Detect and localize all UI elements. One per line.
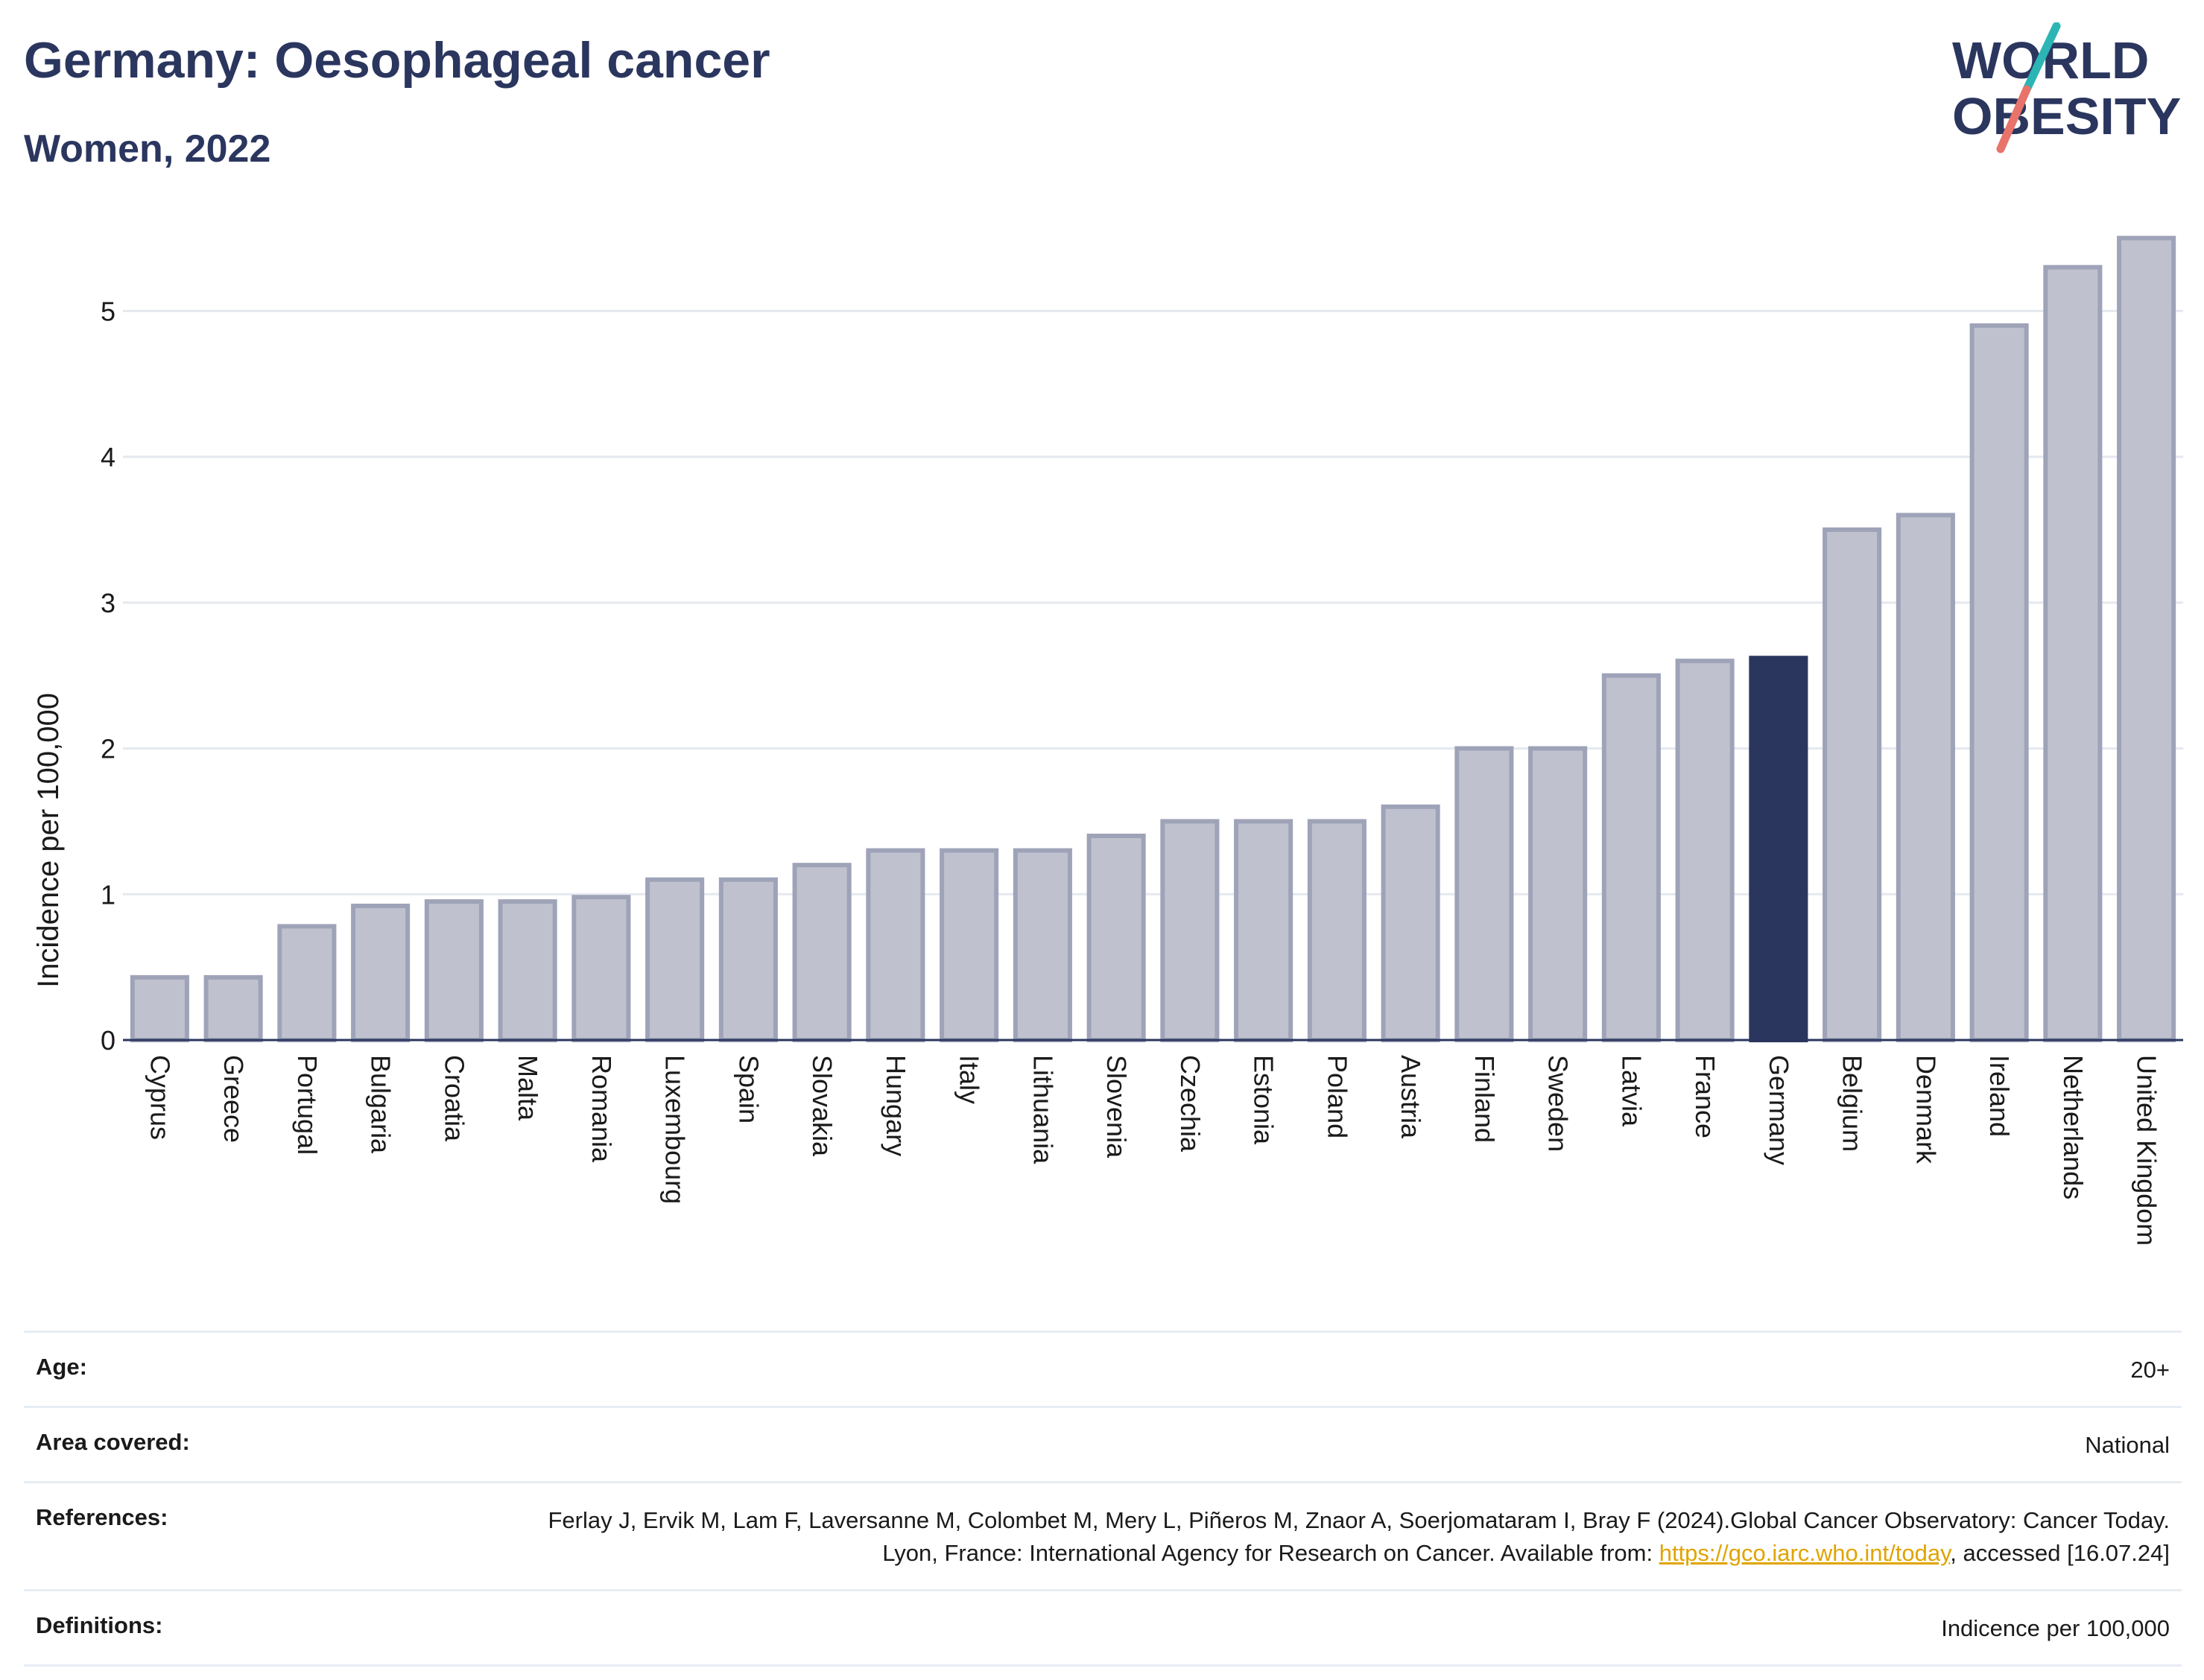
- bar-poland: [1307, 819, 1367, 1043]
- x-tick-label: Denmark: [1910, 1055, 1941, 1164]
- bar-finland: [1454, 746, 1514, 1042]
- definitions-value: Indicence per 100,000: [1941, 1615, 2170, 1641]
- x-tick-label: Cyprus: [145, 1055, 175, 1140]
- area-label: Area covered:: [36, 1429, 190, 1455]
- bar-netherlands: [2043, 264, 2103, 1043]
- x-tick-label: Finland: [1469, 1055, 1500, 1143]
- info-row-area: Area covered: National: [24, 1406, 2182, 1481]
- references-tail: , accessed [16.07.24]: [1950, 1540, 2170, 1566]
- y-tick-label: 3: [101, 588, 115, 618]
- bar-germany: [1749, 656, 1808, 1042]
- references-label: References:: [36, 1504, 168, 1530]
- bar-bulgaria: [351, 903, 411, 1043]
- x-tick-label: Luxembourg: [660, 1055, 691, 1204]
- x-tick-label: Belgium: [1837, 1055, 1868, 1152]
- x-tick-label: Croatia: [439, 1055, 469, 1142]
- page-title: Germany: Oesophageal cancer: [24, 32, 770, 89]
- x-tick-label: Poland: [1322, 1055, 1352, 1138]
- bar-lithuania: [1013, 848, 1072, 1042]
- bar-luxembourg: [645, 877, 705, 1043]
- x-tick-labels: Cyprus Greece Portugal Bulgaria Croatia Malta…: [145, 1055, 2162, 1246]
- x-tick-label: Estonia: [1249, 1055, 1279, 1145]
- logo-text-obesity: OBESITY: [1952, 87, 2181, 145]
- bar-croatia: [424, 899, 484, 1042]
- bar-greece: [203, 974, 263, 1043]
- area-value: National: [2085, 1432, 2170, 1458]
- y-tick-label: 1: [101, 879, 115, 910]
- bar-united-kingdom: [2117, 235, 2176, 1043]
- info-row-references: References: Ferlay J, Ervik M, Lam F, La…: [24, 1481, 2182, 1589]
- y-tick-label: 2: [101, 734, 115, 764]
- bar-france: [1675, 659, 1735, 1043]
- x-tick-label: Netherlands: [2058, 1055, 2089, 1199]
- age-label: Age:: [36, 1354, 87, 1380]
- bar-latvia: [1601, 673, 1661, 1042]
- bar-hungary: [866, 848, 925, 1042]
- definitions-label: Definitions:: [36, 1612, 163, 1638]
- x-tick-label: Italy: [954, 1055, 985, 1104]
- x-tick-label: United Kingdom: [2132, 1055, 2162, 1246]
- bar-chart: 0 1 2 3 4 5 Cyprus Greece Portugal Bulgaria Croat…: [32, 235, 2183, 1246]
- x-tick-label: Czechia: [1175, 1055, 1206, 1153]
- x-tick-label: Slovakia: [807, 1055, 837, 1157]
- y-tick-label: 0: [101, 1025, 115, 1056]
- x-tick-label: Greece: [218, 1055, 249, 1143]
- x-tick-label: Portugal: [292, 1055, 323, 1155]
- age-value: 20+: [2130, 1357, 2170, 1383]
- bar-romania: [571, 895, 631, 1043]
- x-tick-label: Romania: [586, 1055, 617, 1163]
- references-value: Ferlay J, Ervik M, Lam F, Laversanne M, …: [531, 1504, 2170, 1570]
- x-tick-label: Germany: [1764, 1055, 1794, 1165]
- page-subtitle: Women, 2022: [24, 127, 271, 171]
- references-link[interactable]: https://gco.iarc.who.int/today: [1659, 1540, 1951, 1566]
- world-obesity-logo: WORLD OBESITY: [1952, 22, 2181, 153]
- bar-malta: [498, 899, 557, 1042]
- y-axis-label: Incidence per 100,000: [32, 693, 65, 988]
- bar-slovenia: [1086, 834, 1146, 1042]
- bar-belgium: [1823, 527, 1882, 1042]
- x-tick-label: Lithuania: [1027, 1055, 1058, 1164]
- bar-spain: [718, 877, 778, 1043]
- bar-italy: [940, 848, 999, 1042]
- references-text: Ferlay J, Ervik M, Lam F, Laversanne M, …: [548, 1507, 2170, 1566]
- info-table: Age: 20+ Area covered: National Referenc…: [24, 1331, 2182, 1667]
- bar-sweden: [1528, 746, 1588, 1042]
- x-tick-label: Spain: [733, 1055, 764, 1123]
- bar-slovakia: [792, 863, 852, 1043]
- x-tick-label: Latvia: [1616, 1055, 1647, 1127]
- bars: [130, 235, 2176, 1043]
- info-row-age: Age: 20+: [24, 1331, 2182, 1406]
- bar-ireland: [1969, 323, 2029, 1042]
- y-tick-label: 4: [101, 442, 115, 472]
- x-tick-label: Hungary: [881, 1055, 911, 1156]
- info-row-definitions: Definitions: Indicence per 100,000: [24, 1589, 2182, 1667]
- bar-cyprus: [130, 974, 189, 1043]
- x-tick-label: Slovenia: [1101, 1055, 1132, 1158]
- x-tick-label: Malta: [513, 1055, 543, 1121]
- bar-estonia: [1234, 819, 1293, 1043]
- y-tick-label: 5: [101, 296, 115, 326]
- bar-portugal: [277, 924, 337, 1042]
- bar-denmark: [1896, 513, 1955, 1042]
- x-tick-label: France: [1690, 1055, 1720, 1138]
- x-tick-label: Austria: [1396, 1055, 1426, 1139]
- x-tick-label: Bulgaria: [366, 1055, 396, 1154]
- y-tick-labels: 0 1 2 3 4 5: [101, 296, 115, 1056]
- x-tick-label: Sweden: [1543, 1055, 1574, 1152]
- logo-slash-teal: [2022, 22, 2061, 94]
- logo-slash-coral: [1996, 85, 2031, 153]
- x-tick-label: Ireland: [1984, 1055, 2015, 1137]
- bar-austria: [1381, 804, 1440, 1042]
- bar-czechia: [1160, 819, 1220, 1043]
